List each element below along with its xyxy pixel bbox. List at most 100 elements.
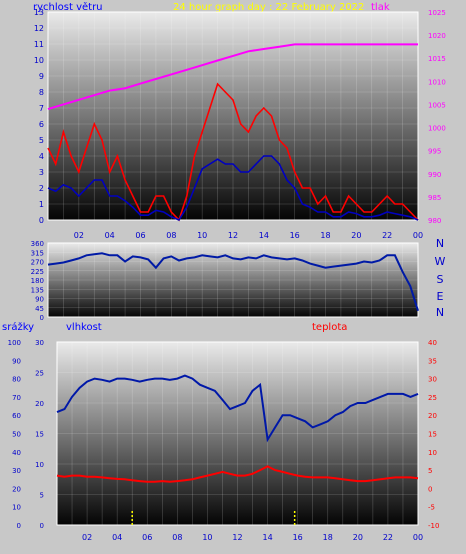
y-tick-label: 1 — [39, 200, 44, 209]
x-tick-label: 00 — [413, 231, 423, 240]
y-tick-label: 0 — [40, 314, 44, 322]
x-tick-label: 18 — [323, 533, 333, 542]
y-tick-label: 50 — [12, 431, 21, 439]
x-tick-label: 02 — [82, 533, 92, 542]
temperature-axis-label: teplota — [312, 322, 347, 333]
rain-markers — [131, 510, 296, 525]
y-tick-label: 20 — [428, 412, 437, 420]
y-tick-label: 180 — [31, 277, 44, 285]
x-tick-label: 18 — [320, 231, 330, 240]
y-tick-label: 25 — [428, 394, 437, 402]
y-tick-label: 0 — [39, 216, 44, 225]
y-tick-label: 25 — [35, 370, 44, 378]
y-tick-label: -5 — [428, 504, 435, 512]
wind-grid — [48, 11, 418, 221]
pressure-axis-label: tlak — [371, 2, 390, 13]
x-tick-label: 16 — [293, 533, 303, 542]
pressure-ticks: 980 985 990 995 1000 1005 1010 1015 1020 1025 — [428, 9, 446, 225]
y-tick-label: 360 — [31, 240, 44, 248]
y-tick-label: 4 — [39, 152, 44, 161]
y-tick-label: 2 — [39, 184, 44, 193]
y-tick-label: 985 — [428, 194, 441, 202]
x-tick-label: 10 — [197, 231, 207, 240]
y-tick-label: 270 — [31, 259, 44, 267]
y-tick-label: 90 — [12, 357, 21, 365]
y-tick-label: 90 — [35, 296, 44, 304]
y-tick-label: 10 — [428, 449, 437, 457]
compass-letter: E — [437, 290, 444, 303]
y-tick-label: 995 — [428, 148, 441, 156]
wind-speed-line — [47, 82, 419, 222]
x-tick-label: 06 — [135, 231, 145, 240]
y-tick-label: 5 — [40, 492, 44, 500]
y-tick-label: 1000 — [428, 125, 446, 133]
wind-direction-line — [47, 252, 419, 312]
y-tick-label: 30 — [35, 339, 44, 347]
humidity-plot-area — [56, 341, 419, 526]
y-tick-label: 980 — [428, 217, 441, 225]
y-tick-label: 7 — [39, 104, 44, 113]
y-tick-label: 1010 — [428, 78, 446, 86]
y-tick-label: 225 — [31, 268, 44, 276]
y-tick-label: 80 — [12, 376, 21, 384]
x-tick-label: 12 — [228, 231, 238, 240]
y-tick-label: 1005 — [428, 101, 446, 109]
x-tick-label: 22 — [383, 533, 393, 542]
y-tick-label: 20 — [35, 400, 44, 408]
y-tick-label: 9 — [39, 72, 44, 81]
y-tick-label: 0 — [428, 485, 432, 493]
x-tick-label: 04 — [105, 231, 115, 240]
y-tick-label: 40 — [428, 339, 437, 347]
temperature-line — [56, 465, 419, 483]
x-tick-label: 22 — [382, 231, 392, 240]
compass-letter: N — [436, 237, 444, 250]
x-tick-label: 12 — [232, 533, 242, 542]
y-tick-label: 990 — [428, 171, 441, 179]
y-tick-label: 11 — [34, 40, 44, 49]
y-tick-label: 15 — [35, 431, 44, 439]
wind-plot-area — [47, 11, 419, 221]
wind-x-ticks: 02 04 06 08 10 12 14 16 18 20 22 00 — [74, 231, 423, 240]
x-tick-label: 02 — [74, 231, 84, 240]
x-tick-label: 00 — [413, 533, 423, 542]
pressure-line — [47, 43, 418, 111]
y-tick-label: 0 — [17, 522, 21, 530]
y-tick-label: 35 — [428, 357, 437, 365]
temperature-ticks: -10 -5 0 5 10 15 20 25 30 35 40 — [428, 339, 439, 530]
x-tick-label: 14 — [259, 231, 269, 240]
wind-average-line — [47, 155, 419, 222]
wind-speed-axis-label: rychlost větru — [33, 1, 103, 13]
compass-letter: N — [436, 306, 444, 319]
humidity-axis-label: vlhkost — [66, 322, 102, 333]
rain-axis-label: srážky — [2, 321, 34, 333]
x-tick-label: 20 — [353, 533, 363, 542]
compass-letter: S — [437, 273, 444, 286]
y-tick-label: 0 — [40, 522, 44, 530]
y-tick-label: 45 — [35, 305, 44, 313]
y-tick-label: 30 — [12, 467, 21, 475]
y-tick-label: 20 — [12, 485, 21, 493]
x-tick-label: 20 — [351, 231, 361, 240]
y-tick-label: 15 — [428, 431, 437, 439]
x-tick-label: 06 — [142, 533, 152, 542]
y-tick-label: 1025 — [428, 9, 446, 17]
rain-ticks: 0 10 20 30 40 50 60 70 80 90 100 — [8, 339, 21, 530]
graph-title: 24 hour graph day : 22 February 2022 — [173, 2, 364, 13]
y-tick-label: 5 — [428, 467, 432, 475]
y-tick-label: 8 — [39, 88, 44, 97]
x-tick-label: 04 — [112, 533, 122, 542]
y-tick-label: 135 — [31, 286, 44, 294]
y-tick-label: 60 — [12, 412, 21, 420]
x-tick-label: 10 — [202, 533, 212, 542]
x-tick-label: 08 — [166, 231, 176, 240]
y-tick-label: 70 — [12, 394, 21, 402]
y-tick-label: 1015 — [428, 55, 446, 63]
humidity-ticks: 0 5 10 15 20 25 30 — [35, 339, 44, 530]
y-tick-label: 10 — [12, 504, 21, 512]
humidity-line — [56, 374, 419, 443]
y-tick-label: 10 — [35, 461, 44, 469]
